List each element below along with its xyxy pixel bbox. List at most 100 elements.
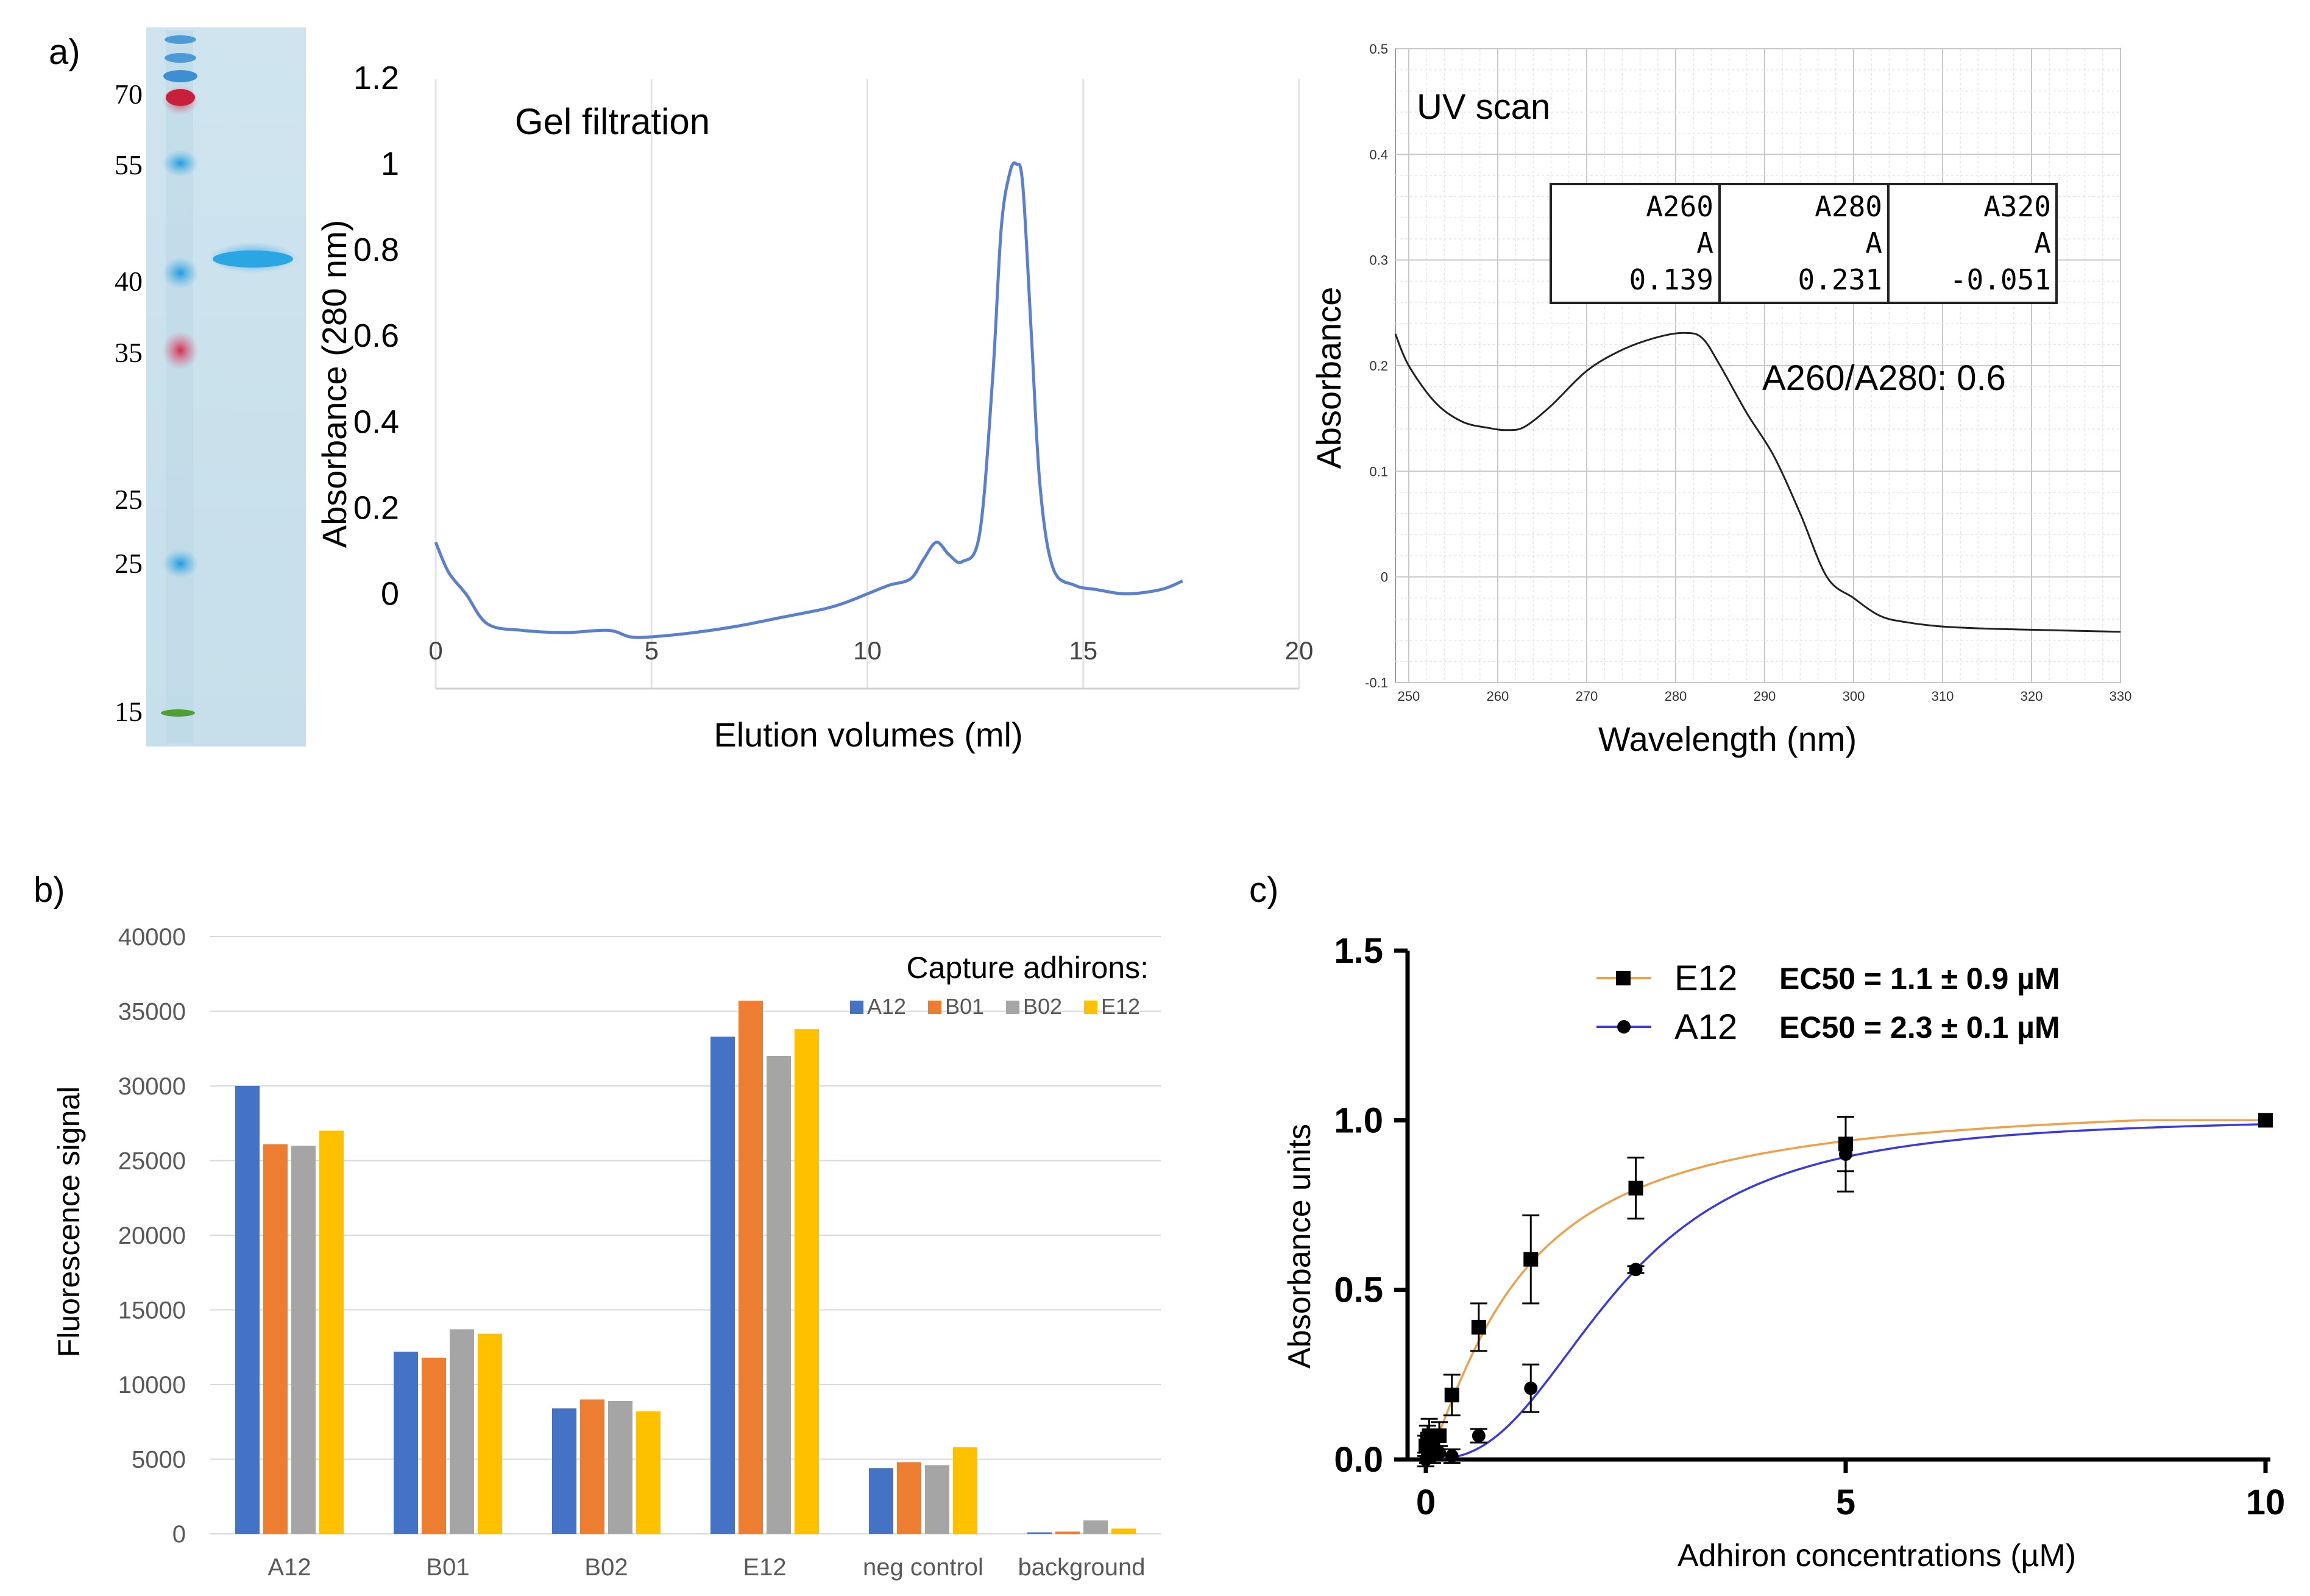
uv-x-tick-label: 300	[1843, 689, 1865, 704]
bar-a12-background	[1027, 1532, 1052, 1534]
ladder-band-25	[162, 549, 199, 578]
bar-b01-background	[1055, 1531, 1080, 1534]
uv-tick-labels: 250 260 270 280 290 300 310 320 330 -0.1 0 0.1 0.2 0.…	[1365, 41, 2131, 704]
uv-y-tick-label: 0.4	[1369, 147, 1388, 162]
bar-series	[235, 1001, 1136, 1534]
bar-y-tick-label: 25000	[118, 1148, 186, 1175]
ladder-band	[163, 70, 197, 82]
readout-header: A280	[1815, 190, 1882, 223]
dr-legend-marker-a12	[1617, 1020, 1631, 1034]
bar-y-tick-label: 0	[172, 1521, 186, 1548]
uv-spectrum-trace	[1394, 332, 2121, 633]
bar-b02-background	[1083, 1520, 1108, 1534]
ladder-lane	[166, 30, 193, 743]
dr-legend-ec50-a12: EC50 = 2.3 ± 0.1 µM	[1779, 1010, 2060, 1044]
uv-y-tick-label: -0.1	[1365, 675, 1388, 690]
dr-x-tick-label: 5	[1836, 1483, 1855, 1522]
bar-y-label: Fluorescence signal	[52, 1087, 86, 1358]
gf-y-tick-label: 0.8	[353, 232, 399, 268]
uv-y-tick-label: 0.3	[1369, 253, 1388, 268]
bar-legend: Capture adhirons: A12 B01 B02 E12	[850, 951, 1149, 1019]
sds-page-gel: 70 55 40 35 25 25 15	[115, 27, 306, 747]
ladder-band-35	[162, 331, 199, 370]
gf-y-tick-label: 0	[381, 575, 399, 612]
bar-y-tick-label: 5000	[132, 1447, 186, 1474]
gel-filtration-chart: 0 5 10 15 20 0 0.2 0.4 0.6 0.8 1 1.2 Gel filtration…	[315, 60, 1313, 754]
sample-band-core	[213, 250, 293, 268]
ladder-band	[165, 53, 196, 63]
legend-label-e12: E12	[1101, 994, 1140, 1019]
legend-swatch-b01	[928, 1001, 941, 1014]
gf-x-tick-label: 20	[1285, 636, 1314, 665]
bar-b02-A12	[291, 1146, 316, 1534]
uv-y-tick-label: 0.5	[1369, 41, 1388, 57]
legend-label-a12: A12	[867, 994, 906, 1019]
legend-swatch-a12	[850, 1001, 863, 1014]
uv-x-tick-label: 280	[1665, 689, 1687, 704]
bar-y-tick-label: 30000	[118, 1073, 186, 1100]
dr-point-e12	[1444, 1388, 1459, 1403]
mw-label: 15	[115, 696, 143, 727]
gel-filtration-x-label: Elution volumes (ml)	[714, 715, 1022, 754]
gf-y-tick-label: 1	[381, 146, 399, 182]
uv-y-tick-label: 0	[1381, 570, 1388, 585]
mw-label: 25	[115, 548, 143, 579]
bar-e12-background	[1111, 1528, 1136, 1534]
uv-x-label: Wavelength (nm)	[1598, 720, 1857, 758]
bar-y-tick-label: 15000	[118, 1297, 186, 1324]
dr-y-tick-label: 0.0	[1334, 1440, 1383, 1480]
readout-table-frame	[1550, 183, 2058, 304]
gf-x-tick-label: 10	[853, 636, 882, 665]
gel-filtration-y-label: Absorbance (280 nm)	[315, 220, 353, 548]
bar-b01-A12	[263, 1144, 288, 1534]
dr-y-tick-label: 1.5	[1334, 931, 1383, 971]
bar-b02-B01	[450, 1329, 474, 1534]
uv-x-tick-label: 260	[1487, 689, 1509, 704]
absorbance-readout-table: A260 A280 A320 A A A 0.139 0.231 -0.051	[1550, 183, 2058, 304]
bar-b01-B01	[422, 1357, 446, 1534]
mw-label: 35	[115, 337, 143, 368]
uv-x-tick-label: 250	[1398, 689, 1420, 704]
bar-e12-E12	[795, 1029, 819, 1534]
panel-c-label: c)	[1249, 870, 1278, 910]
bar-a12-A12	[235, 1086, 260, 1534]
bar-y-tick-label: 40000	[118, 924, 186, 951]
bar-y-tick-label: 20000	[118, 1222, 186, 1249]
gf-x-tick-label: 15	[1069, 636, 1097, 665]
bar-category-label: A12	[267, 1554, 311, 1581]
dr-point-a12	[1433, 1445, 1447, 1459]
gf-y-tick-label: 1.2	[353, 60, 399, 96]
mw-label: 40	[115, 266, 143, 297]
bar-b02-E12	[767, 1056, 791, 1534]
readout-unit: A	[1865, 227, 1882, 260]
gf-x-tick-label: 0	[428, 636, 442, 665]
bar-y-tick-label: 35000	[118, 999, 186, 1026]
uv-x-tick-label: 290	[1754, 689, 1776, 704]
readout-header: A260	[1646, 190, 1713, 223]
uv-y-label: Absorbance	[1309, 287, 1348, 469]
bar-category-label: neg control	[863, 1554, 983, 1581]
readout-value-a280: 0.231	[1798, 263, 1882, 296]
dr-point-a12	[1839, 1147, 1852, 1161]
uv-gridlines	[1395, 48, 2121, 683]
bar-b01-E12	[739, 1001, 763, 1534]
uv-title: UV scan	[1417, 87, 1550, 127]
readout-value-a260: 0.139	[1629, 263, 1713, 296]
dose-response-points	[1417, 1113, 2273, 1467]
gf-x-tick-label: 5	[645, 636, 659, 665]
dose-response-chart: 0 5 10 0.0 0.5 1.0 1.5 E12 EC50 = 1.1 ± 0.9 µM A…	[1282, 931, 2285, 1573]
bar-b01-neg-control	[897, 1462, 921, 1534]
bar-b01-B02	[580, 1399, 604, 1534]
bar-e12-B02	[636, 1411, 661, 1534]
legend-label-b02: B02	[1023, 994, 1062, 1019]
dose-response-legend: E12 EC50 = 1.1 ± 0.9 µM A12 EC50 = 2.3 ± 0.…	[1596, 959, 2060, 1047]
bar-b02-B02	[608, 1400, 632, 1534]
ladder-band-55	[162, 150, 199, 177]
mw-label: 70	[115, 79, 143, 110]
ladder-band-40	[162, 257, 199, 289]
fluorescence-bar-chart: 0 5000 10000 15000 20000 25000 30000 35000 40000…	[52, 924, 1161, 1581]
bar-category-label: B02	[584, 1554, 628, 1581]
dose-response-tick-labels: 0 5 10 0.0 0.5 1.0 1.5	[1334, 931, 2285, 1522]
dr-point-e12	[1628, 1180, 1643, 1196]
